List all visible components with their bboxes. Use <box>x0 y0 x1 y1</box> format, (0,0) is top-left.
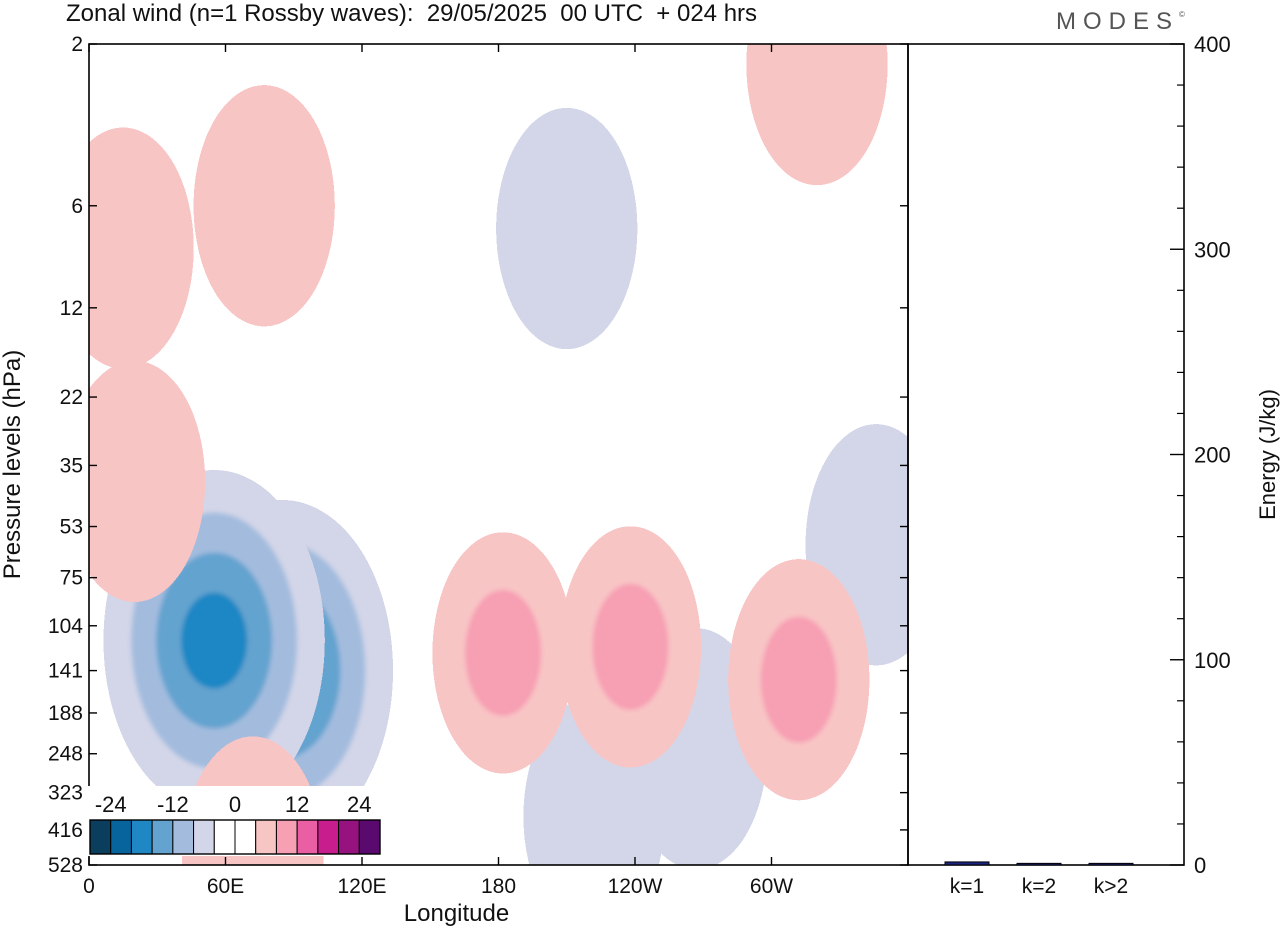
contour-band <box>89 130 192 367</box>
colorbar-swatch <box>89 819 112 855</box>
contour-band <box>592 583 669 710</box>
colorbar-frame <box>89 819 381 855</box>
pressure-tick-label: 35 <box>60 454 83 477</box>
pressure-tick-label: 75 <box>60 567 83 590</box>
contour-band <box>465 589 542 716</box>
colorbar-tick-label: 24 <box>347 792 371 817</box>
energy-frame <box>907 43 1185 866</box>
colorbar-tick-label: -24 <box>95 792 127 817</box>
energy-tick-label: 100 <box>1194 648 1231 673</box>
colorbar-swatch <box>296 819 319 855</box>
colorbar-swatch <box>358 819 381 855</box>
y-axis-label: Pressure levels (hPa) <box>0 350 26 579</box>
colorbar-swatch <box>172 819 195 855</box>
colorbar-swatch <box>151 819 174 855</box>
colorbar-tick-label: 12 <box>285 792 309 817</box>
colorbar: -24 -12 0 12 24 <box>88 786 382 856</box>
longitude-tick-label: 60W <box>750 875 793 898</box>
modes-logo: MODES© <box>1056 8 1185 36</box>
pressure-tick-label: 323 <box>48 782 83 805</box>
energy-axis-label: Energy (J/kg) <box>1255 389 1280 520</box>
colorbar-swatch <box>213 819 236 855</box>
colorbar-swatch <box>317 819 340 855</box>
pressure-tick-label: 2 <box>71 33 83 56</box>
contour-band <box>89 363 203 600</box>
energy-bar-k=1 <box>944 861 990 866</box>
logo-mark: © <box>1179 10 1185 19</box>
longitude-tick-label: 120W <box>608 875 663 898</box>
energy-tick-label: 300 <box>1194 237 1231 262</box>
colorbar-swatch <box>234 819 257 855</box>
longitude-tick-label: 120E <box>337 875 386 898</box>
logo-text: MODES <box>1056 8 1180 35</box>
wind-anomaly-westerly-6 <box>435 534 572 771</box>
pressure-tick-label: 22 <box>60 386 83 409</box>
colorbar-swatch <box>255 819 277 855</box>
wind-anomaly-westerly-9 <box>196 87 333 324</box>
wind-anomaly-westerly-10 <box>89 130 192 367</box>
longitude-tick-label: 60E <box>207 875 244 898</box>
pressure-tick-label: 141 <box>48 660 83 683</box>
colorbar-tick-label: -12 <box>157 792 189 817</box>
wind-anomaly-westerly-11 <box>749 44 885 183</box>
contour-band <box>498 110 635 347</box>
wind-anomaly-easterly-2 <box>498 110 635 347</box>
colorbar-swatch <box>338 819 360 855</box>
x-axis-label: Longitude <box>404 900 509 927</box>
contour-band <box>181 592 248 689</box>
longitude-tick-label: 180 <box>481 875 516 898</box>
contour-band <box>760 616 837 743</box>
contour-band <box>749 44 885 183</box>
colorbar-swatch <box>110 819 132 855</box>
pressure-tick-label: 528 <box>48 854 83 877</box>
colorbar-swatch <box>130 819 153 855</box>
colorbar-tick-label: 0 <box>229 792 241 817</box>
energy-bars: k=1 k=2 k>2 <box>944 861 1134 898</box>
energy-category-label: k=2 <box>1022 875 1056 898</box>
energy-tick-label: 0 <box>1194 853 1206 878</box>
contour-band <box>196 87 333 324</box>
energy-bar-k>2 <box>1088 862 1134 866</box>
wind-anomaly-westerly-12 <box>89 363 203 600</box>
energy-tick-label: 200 <box>1194 443 1231 468</box>
pressure-tick-label: 416 <box>48 819 83 842</box>
pressure-tick-label: 12 <box>60 297 83 320</box>
pressure-tick-label: 6 <box>71 195 83 218</box>
energy-category-label: k=1 <box>950 875 984 898</box>
pressure-tick-label: 188 <box>48 702 83 725</box>
pressure-tick-label: 248 <box>48 743 83 766</box>
pressure-tick-label: 53 <box>60 516 83 539</box>
colorbar-swatch <box>275 819 298 855</box>
energy-category-label: k>2 <box>1094 875 1128 898</box>
energy-bar-k=2 <box>1016 862 1062 866</box>
pressure-tick-label: 104 <box>48 615 83 638</box>
longitude-tick-label: 0 <box>83 875 95 898</box>
wind-anomaly-westerly-7 <box>562 528 699 765</box>
chart-title: Zonal wind (n=1 Rossby waves): 29/05/202… <box>66 0 758 27</box>
energy-tick-label: 400 <box>1194 32 1231 57</box>
wind-anomaly-westerly-8 <box>730 561 867 798</box>
colorbar-swatch <box>193 819 215 855</box>
